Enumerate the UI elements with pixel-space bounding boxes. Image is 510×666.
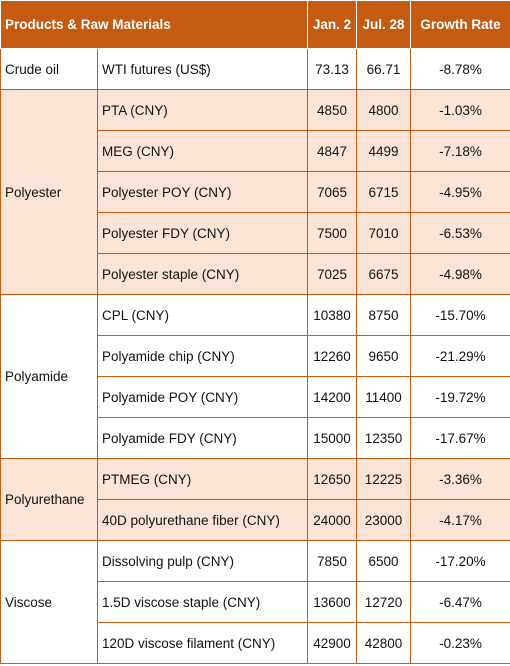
value-cell: 6675 [356,253,412,295]
value-cell: 73.13 [307,48,358,90]
item-cell: 40D polyurethane fiber (CNY) [96,499,309,541]
value-cell: 23000 [356,499,412,541]
item-cell: Polyamide chip (CNY) [96,335,309,377]
value-cell: 4850 [307,89,358,131]
value-cell: 6500 [356,540,412,582]
table-row: Polyamide POY (CNY) 14200 11400 -19.72% [1,376,510,418]
value-cell: 7850 [307,540,358,582]
table-row: Polyester staple (CNY) 7025 6675 -4.98% [1,253,510,295]
value-cell: 9650 [356,335,412,377]
group-cell: Polyurethane [0,458,98,541]
value-cell: 42800 [356,622,412,664]
value-cell: 6715 [356,171,412,213]
value-cell: 66.71 [356,48,412,90]
item-cell: Polyamide POY (CNY) [96,376,309,418]
value-cell: 12720 [356,581,412,623]
item-cell: 120D viscose filament (CNY) [96,622,309,664]
value-cell: 4499 [356,130,412,172]
table-row: 40D polyurethane fiber (CNY) 24000 23000 -4… [1,499,510,541]
value-cell: -17.67% [410,417,510,459]
value-cell: 15000 [307,417,358,459]
item-cell: Polyester FDY (CNY) [96,212,309,254]
value-cell: 7500 [307,212,358,254]
table-row: Polyamide CPL (CNY) 10380 8750 -15.70% [0,294,510,459]
group-cell: Crude oil [0,48,98,90]
value-cell: 12650 [307,458,358,500]
value-cell: -6.53% [410,212,510,254]
group-cell: Polyamide [0,294,98,459]
value-cell: 4847 [307,130,358,172]
item-cell: Polyamide FDY (CNY) [96,417,309,459]
header-cell: Jul. 28 [356,0,412,49]
table-row: Viscose Dissolving pulp (CNY) 7850 6500 -17.… [0,540,510,664]
value-cell: -6.47% [410,581,510,623]
group-cell: Viscose [0,540,98,664]
table-row: 1.5D viscose staple (CNY) 13600 12720 -6.47… [1,581,510,623]
header-cell: Products & Raw Materials [0,0,309,49]
value-cell: 12225 [356,458,412,500]
value-cell: -7.18% [410,130,510,172]
table-body: Crude oil WTI futures (US$) 73.13 66.71 -8.7… [0,48,510,664]
header-row: Products & Raw Materials Jan. 2 Jul. 28 … [0,0,510,49]
value-cell: 11400 [356,376,412,418]
value-cell: -17.20% [410,540,510,582]
table-row: Polyester POY (CNY) 7065 6715 -4.95% [1,171,510,213]
table-row: Polyamide chip (CNY) 12260 9650 -21.29% [1,335,510,377]
value-cell: -4.95% [410,171,510,213]
value-cell: -8.78% [410,48,510,90]
value-cell: -1.03% [410,89,510,131]
value-cell: 42900 [307,622,358,664]
table-row: Crude oil WTI futures (US$) 73.13 66.71 -8.7… [0,48,510,90]
item-cell: WTI futures (US$) [96,48,309,90]
table-row: Polyurethane PTMEG (CNY) 12650 12225 -3.36% [0,458,510,541]
header-cell: Growth Rate [410,0,510,49]
item-cell: Polyester staple (CNY) [96,253,309,295]
group-cell: Polyester [0,89,98,295]
item-cell: CPL (CNY) [96,294,309,336]
item-cell: MEG (CNY) [96,130,309,172]
value-cell: 12260 [307,335,358,377]
item-cell: Dissolving pulp (CNY) [96,540,309,582]
value-cell: -0.23% [410,622,510,664]
value-cell: 12350 [356,417,412,459]
value-cell: -15.70% [410,294,510,336]
value-cell: 7065 [307,171,358,213]
table-row: Polyamide FDY (CNY) 15000 12350 -17.67% [1,417,510,459]
value-cell: 13600 [307,581,358,623]
table-row: Polyester PTA (CNY) 4850 4800 -1.03% [0,89,510,295]
table-row: MEG (CNY) 4847 4499 -7.18% [1,130,510,172]
value-cell: 24000 [307,499,358,541]
value-cell: 8750 [356,294,412,336]
header-cell: Jan. 2 [307,0,358,49]
value-cell: 4800 [356,89,412,131]
table-row: Polyester FDY (CNY) 7500 7010 -6.53% [1,212,510,254]
value-cell: 10380 [307,294,358,336]
value-cell: 7010 [356,212,412,254]
table-row: 120D viscose filament (CNY) 42900 42800 -0.… [1,622,510,664]
value-cell: -19.72% [410,376,510,418]
item-cell: Polyester POY (CNY) [96,171,309,213]
item-cell: 1.5D viscose staple (CNY) [96,581,309,623]
value-cell: -4.17% [410,499,510,541]
value-cell: -4.98% [410,253,510,295]
value-cell: -21.29% [410,335,510,377]
value-cell: -3.36% [410,458,510,500]
value-cell: 7025 [307,253,358,295]
item-cell: PTA (CNY) [96,89,309,131]
item-cell: PTMEG (CNY) [96,458,309,500]
value-cell: 14200 [307,376,358,418]
